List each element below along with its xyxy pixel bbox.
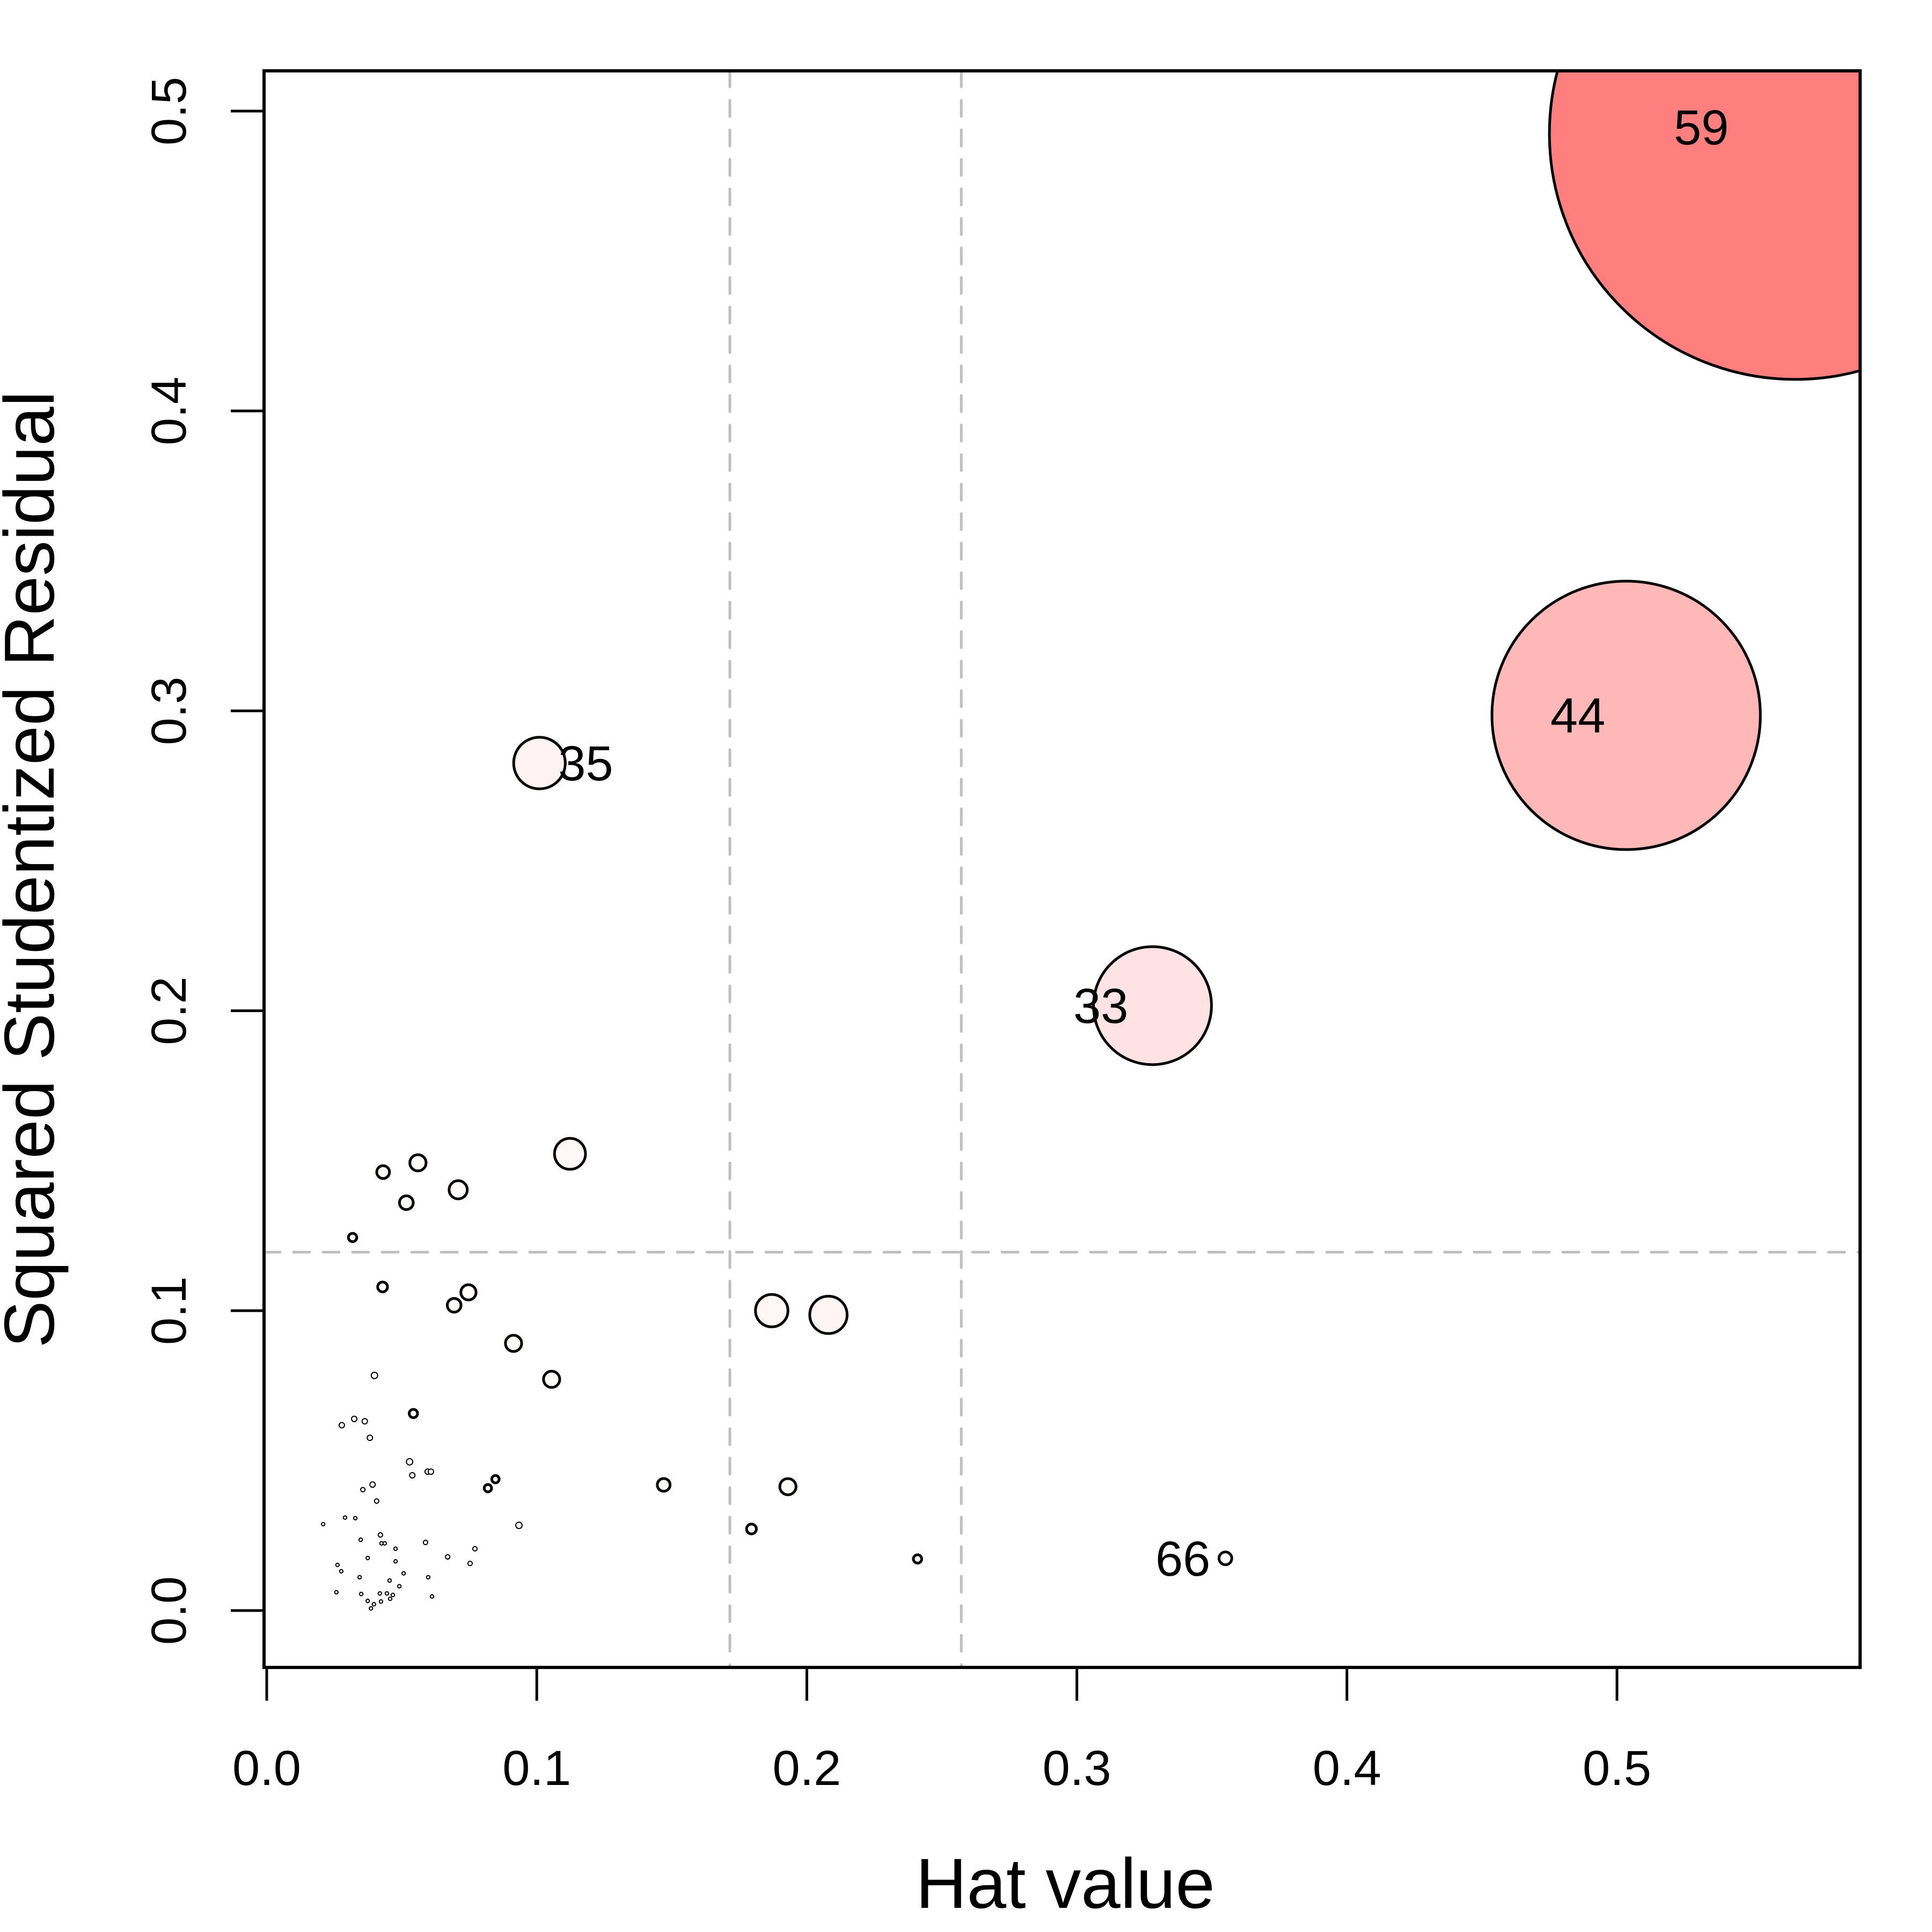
point [401,1571,406,1576]
point [467,1561,473,1567]
y-tick-label: 0.5 [142,77,196,145]
x-tick-label: 0.0 [232,1741,301,1796]
point [374,1498,379,1504]
point [426,1575,431,1580]
point [384,1591,390,1596]
point [342,1515,348,1520]
point [490,1474,501,1484]
point [367,1435,374,1441]
x-tick-label: 0.5 [1583,1741,1651,1796]
point [358,1592,364,1597]
point [427,1468,434,1475]
reference-lines [264,71,1860,1667]
point [350,1415,358,1422]
point-label-35: 35 [558,736,613,791]
point [445,1554,451,1560]
point [377,1591,383,1596]
y-tick-label: 0.4 [142,377,196,445]
x-axis-title: Hat value [916,1844,1215,1923]
y-tick-label: 0.3 [142,677,196,745]
point-label-59: 59 [1674,100,1729,155]
plot-frame [262,69,1862,1669]
point [393,1546,398,1552]
point [360,1487,366,1492]
point [429,1594,435,1599]
y-tick-label: 0.2 [142,976,196,1045]
point-label-44: 44 [1550,689,1605,743]
point [515,1521,523,1529]
point [353,1516,358,1521]
point [377,1532,383,1538]
point [320,1521,326,1527]
point [745,1523,758,1535]
x-tick-label: 0.4 [1313,1741,1381,1796]
point [448,1179,469,1201]
y-axis-title: Squared Studentized Residual [0,391,69,1348]
y-axis: 0.0 0.1 0.2 0.3 0.4 0.5 [142,77,264,1645]
point [334,1590,339,1595]
point [375,1164,391,1180]
point [808,1294,848,1335]
point [338,1422,345,1429]
point-59 [1548,71,1860,381]
point [378,1599,384,1604]
point [406,1458,414,1466]
point [365,1556,370,1561]
point-35 [512,736,567,791]
point [656,1477,672,1493]
point [387,1578,392,1583]
x-tick-label: 0.2 [772,1741,841,1796]
x-tick-label: 0.3 [1043,1741,1111,1796]
point [390,1592,396,1598]
point [459,1283,478,1301]
y-tick-label: 0.0 [142,1576,196,1645]
x-tick-label: 0.1 [502,1741,571,1796]
point [407,1408,419,1419]
point [382,1541,387,1546]
point [376,1280,389,1293]
point [370,1371,378,1379]
point [553,1137,587,1171]
data-points [320,71,1860,1611]
point-33 [1092,945,1213,1066]
point [422,1540,429,1546]
point [754,1293,789,1328]
point [445,1297,463,1314]
point [347,1232,358,1243]
point [482,1483,493,1494]
point-labels: 59 44 33 35 66 [558,100,1729,1586]
point [504,1334,523,1353]
point [369,1606,374,1611]
point [387,1597,393,1601]
point-66 [1217,1550,1233,1567]
point [542,1370,561,1389]
point-label-33: 33 [1073,979,1128,1034]
point [358,1537,363,1542]
point-44 [1490,580,1762,851]
point [408,1153,428,1173]
point [361,1418,368,1425]
point [472,1546,478,1552]
point [371,1602,376,1607]
point [397,1584,402,1589]
point [339,1569,344,1574]
y-tick-label: 0.1 [142,1276,196,1345]
point [912,1553,923,1565]
point [357,1575,362,1580]
point [398,1194,415,1211]
point [393,1559,398,1564]
point [335,1562,340,1568]
point-label-66: 66 [1155,1532,1210,1586]
point [369,1481,376,1488]
point [409,1472,416,1479]
point [365,1598,370,1604]
point [778,1477,797,1496]
x-axis: 0.0 0.1 0.2 0.3 0.4 0.5 [232,1667,1651,1796]
